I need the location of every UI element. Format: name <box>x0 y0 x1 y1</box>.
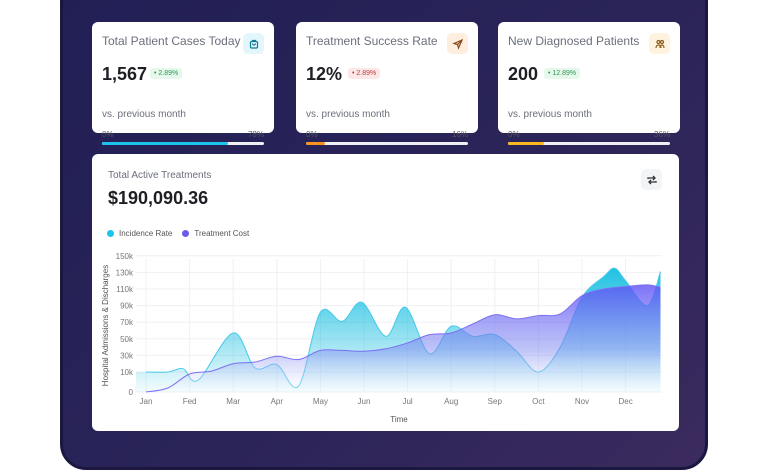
kpi-title: New Diagnosed Patients <box>508 34 640 48</box>
x-tick-label: Jul <box>402 397 412 406</box>
shopping-bag-icon <box>249 39 258 49</box>
series-line-treatment-cost <box>145 284 661 393</box>
kpi-subtitle: vs. previous month <box>508 109 592 120</box>
y-tick-label: 0 <box>129 388 134 397</box>
kpi-card: New Diagnosed Patients 200 • 12.89% vs. … <box>498 22 680 145</box>
x-tick-label: Fed <box>183 397 197 406</box>
series-line-incidence-rate <box>145 267 661 389</box>
x-tick-label: May <box>313 397 328 406</box>
x-tick-label: Oct <box>532 397 545 406</box>
progress-max: 16% <box>451 130 468 139</box>
progress-fill <box>508 142 544 145</box>
kpi-icon-button[interactable] <box>243 33 264 54</box>
x-tick-label: Sep <box>488 397 503 406</box>
x-tick-label: Nov <box>575 397 589 406</box>
legend-treatment-cost[interactable]: Treatment Cost <box>182 229 249 238</box>
repeat-icon <box>646 175 657 184</box>
total-active-treatments-card: Total Active Treatments $190,090.36 Inci… <box>92 154 679 431</box>
change-badge: • 2.89% <box>150 68 183 79</box>
series-area-treatment-cost <box>136 284 661 392</box>
users-icon <box>654 39 665 48</box>
progress-min: 0% <box>102 130 114 139</box>
kpi-subtitle: vs. previous month <box>102 109 186 120</box>
y-tick-label: 150k <box>116 252 134 261</box>
progress-bar <box>102 142 264 145</box>
y-tick-label: 130k <box>116 268 134 277</box>
progress-bar <box>508 142 670 145</box>
y-tick-label: 90k <box>120 302 134 311</box>
progress-fill <box>102 142 229 145</box>
x-tick-label: Jan <box>140 397 153 406</box>
kpi-icon-button[interactable] <box>447 33 468 54</box>
progress-fill <box>306 142 326 145</box>
progress-min: 0% <box>508 130 520 139</box>
legend-dot-icon <box>182 230 190 237</box>
y-tick-label: 50k <box>120 335 134 344</box>
send-icon <box>451 38 463 50</box>
legend-dot-icon <box>107 230 114 237</box>
kpi-icon-button[interactable] <box>649 33 670 54</box>
progress-min: 0% <box>306 130 318 139</box>
kpi-value: 1,567 <box>102 64 148 84</box>
y-tick-label: 30k <box>120 351 134 360</box>
kpi-subtitle: vs. previous month <box>306 109 390 120</box>
x-axis-label: Time <box>390 415 408 424</box>
kpi-card: Treatment Success Rate 12% • 2.89% vs. p… <box>296 22 478 145</box>
x-tick-label: Mar <box>226 397 240 406</box>
series-area-incidence-rate <box>136 268 661 392</box>
x-tick-label: Apr <box>271 397 284 406</box>
treatments-title: Total Active Treatments <box>108 170 212 181</box>
x-tick-label: Aug <box>444 397 458 406</box>
kpi-value: 12% <box>306 64 343 84</box>
refresh-button[interactable] <box>641 169 662 190</box>
x-tick-label: Dec <box>618 397 632 406</box>
progress-max: 78% <box>247 130 264 139</box>
kpi-value: 200 <box>508 64 539 84</box>
kpi-card: Total Patient Cases Today 1,567 • 2.89% … <box>92 22 274 145</box>
change-badge: • 2.89% <box>348 68 381 79</box>
change-badge: • 12.89% <box>544 68 581 79</box>
y-axis-label: Hospital Admissions & Discharges <box>101 265 110 386</box>
progress-max: 36% <box>653 130 670 139</box>
area-chart: 0 10k 30k 50k 70k 90k 110k 130k 150k Jan Fed Mar Apr… <box>101 252 662 424</box>
y-tick-label: 70k <box>120 318 134 327</box>
x-tick-label: Jun <box>358 397 371 406</box>
legend-incidence-rate[interactable]: Incidence Rate <box>107 229 172 238</box>
kpi-title: Treatment Success Rate <box>306 34 438 48</box>
kpi-title: Total Patient Cases Today <box>102 34 241 48</box>
y-tick-label: 110k <box>116 285 134 294</box>
y-tick-label: 10k <box>120 368 134 377</box>
chart-legend: Incidence Rate Treatment Cost <box>107 229 249 238</box>
treatments-value: $190,090.36 <box>108 188 209 208</box>
progress-bar <box>306 142 468 145</box>
